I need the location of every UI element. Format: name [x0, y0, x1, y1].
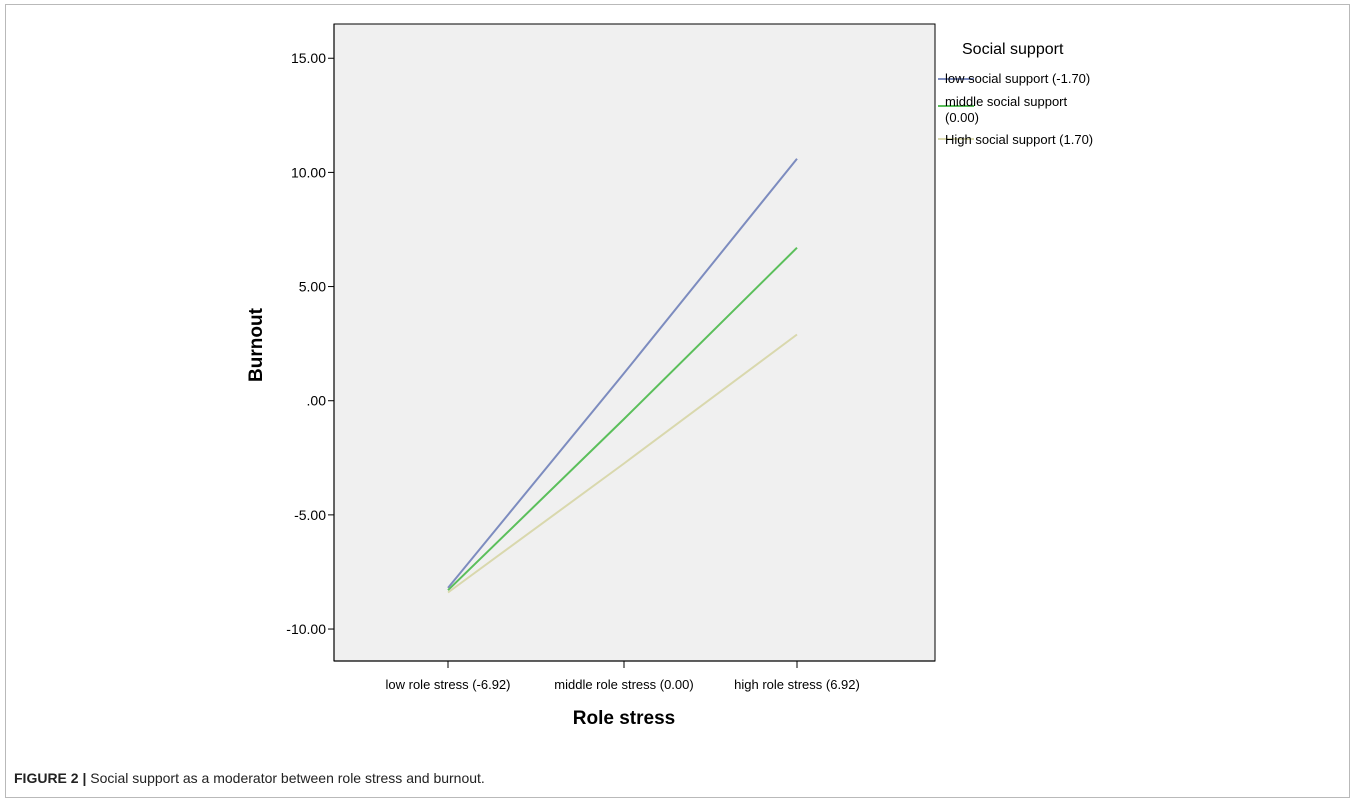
- y-axis-label: Burnout: [246, 307, 267, 382]
- y-tick-label: -5.00: [294, 507, 326, 523]
- caption-label: FIGURE 2 |: [14, 770, 87, 786]
- y-tick-label: 5.00: [299, 279, 326, 295]
- x-axis-label: Role stress: [573, 708, 675, 729]
- legend-title: Social support: [962, 41, 1064, 58]
- x-tick-label: middle role stress (0.00): [554, 677, 693, 692]
- legend-label: High social support (1.70): [945, 132, 1093, 147]
- y-tick-label: 15.00: [291, 50, 326, 66]
- series-line: [447, 158, 798, 589]
- y-ticks: 15.00 10.00 5.00 .00 -5.00 -10.00: [286, 50, 334, 637]
- legend: Social support low social support (-1.70…: [938, 41, 1093, 147]
- legend-label: middle social support: [945, 94, 1068, 109]
- legend-label: (0.00): [945, 110, 979, 125]
- y-tick-label: .00: [307, 393, 327, 409]
- y-tick-label: -10.00: [286, 621, 326, 637]
- series-line: [447, 333, 798, 594]
- figure-caption: FIGURE 2 | Social support as a moderator…: [14, 770, 485, 786]
- x-tick-label: low role stress (-6.92): [386, 677, 511, 692]
- y-tick-label: 10.00: [291, 164, 326, 180]
- series-line: [447, 246, 798, 591]
- plot-area: [333, 23, 936, 662]
- x-tick-label: high role stress (6.92): [734, 677, 860, 692]
- series-lines: [447, 158, 798, 594]
- legend-label: low social support (-1.70): [945, 71, 1090, 86]
- x-ticks: low role stress (-6.92) middle role stres…: [386, 661, 860, 692]
- caption-text: Social support as a moderator between ro…: [86, 770, 485, 786]
